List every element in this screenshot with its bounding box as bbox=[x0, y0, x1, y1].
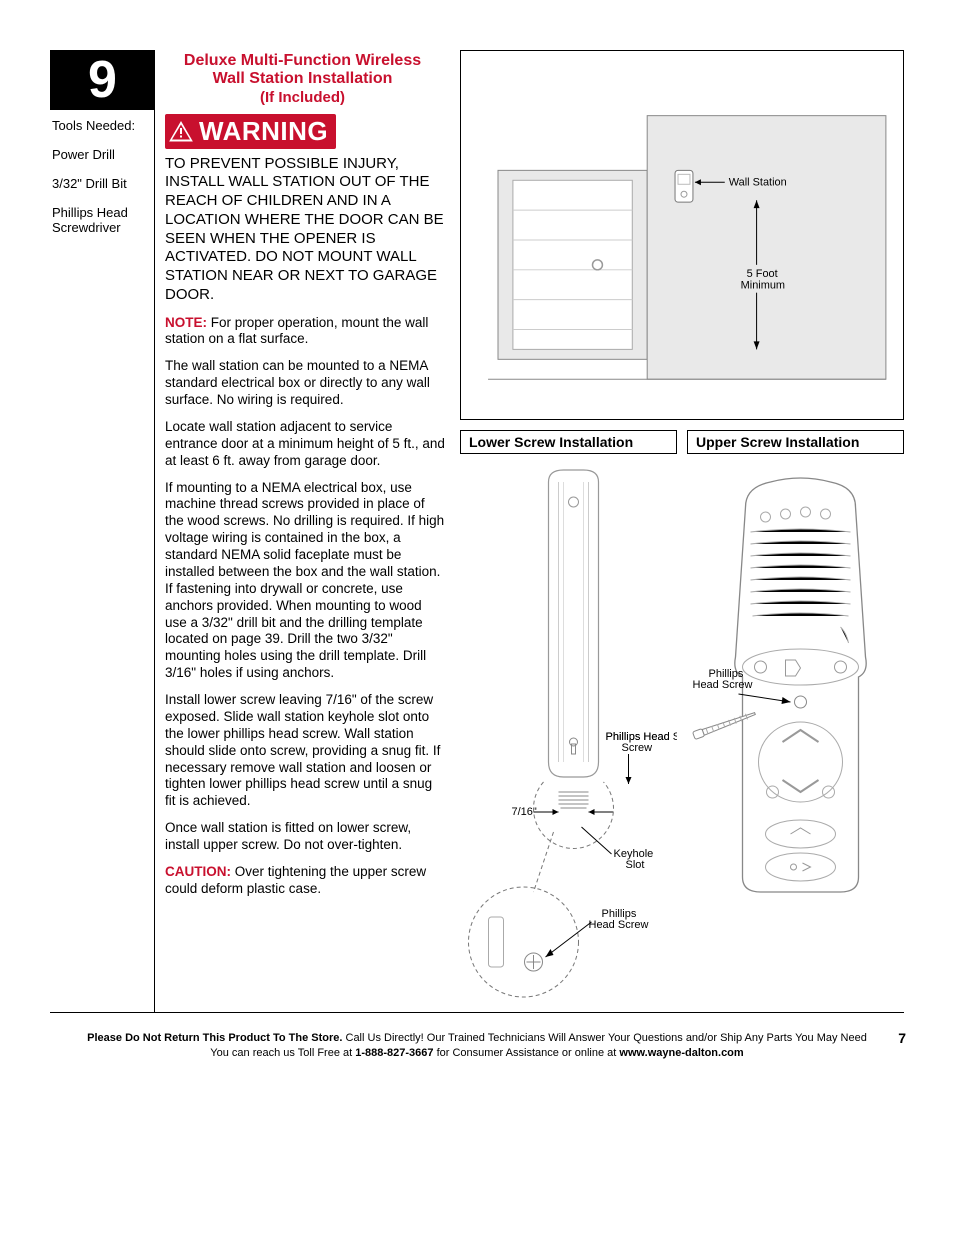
paragraph: Locate wall station adjacent to service … bbox=[165, 419, 446, 470]
footer-phone: 1-888-827-3667 bbox=[355, 1047, 433, 1059]
tool-item: Power Drill bbox=[52, 147, 148, 162]
callout-5ft: 5 Foot bbox=[747, 268, 778, 280]
instructions-column: WARNING TO PREVENT POSSIBLE INJURY, INST… bbox=[155, 110, 450, 1012]
caution-label: CAUTION: bbox=[165, 864, 231, 879]
warning-triangle-icon bbox=[169, 121, 193, 142]
figure-upper-column: Upper Screw Installation bbox=[687, 430, 904, 1012]
warning-banner: WARNING bbox=[165, 114, 336, 149]
paragraph: The wall station can be mounted to a NEM… bbox=[165, 358, 446, 409]
caution-paragraph: CAUTION: Over tightening the upper screw… bbox=[165, 864, 446, 898]
left-column: 9 Deluxe Multi-Function Wireless Wall St… bbox=[50, 50, 450, 1012]
svg-text:KeyholeSlot: KeyholeSlot bbox=[614, 848, 654, 871]
callout-phillips-upper: Phillips Head Screw bbox=[693, 668, 753, 691]
figure-garage: Wall Station 5 Foot Minimum bbox=[460, 50, 904, 420]
footer-bold: Please Do Not Return This Product To The… bbox=[87, 1032, 342, 1044]
content-row: 9 Deluxe Multi-Function Wireless Wall St… bbox=[50, 50, 904, 1013]
footer-rest: Call Us Directly! Our Trained Technician… bbox=[342, 1032, 866, 1044]
section-title: Deluxe Multi-Function Wireless Wall Stat… bbox=[155, 50, 450, 110]
title-line1: Deluxe Multi-Function Wireless bbox=[159, 52, 446, 70]
paragraph: Install lower screw leaving 7/16" of the… bbox=[165, 692, 446, 810]
figure-bottom-row: Lower Screw Installation bbox=[460, 430, 904, 1012]
callout-minimum: Minimum bbox=[741, 280, 785, 292]
footer-url: www.wayne-dalton.com bbox=[619, 1047, 743, 1059]
figure-upper-label: Upper Screw Installation bbox=[687, 430, 904, 454]
body-row: Tools Needed: Power Drill 3/32" Drill Bi… bbox=[50, 110, 450, 1012]
paragraph: If mounting to a NEMA electrical box, us… bbox=[165, 480, 446, 683]
note-label: NOTE: bbox=[165, 315, 207, 330]
callout-wall-station: Wall Station bbox=[729, 176, 787, 188]
figure-lower-column: Lower Screw Installation bbox=[460, 430, 677, 1012]
tools-heading: Tools Needed: bbox=[52, 118, 148, 133]
figure-upper-body: Phillips Head Screw bbox=[687, 462, 904, 1012]
svg-text:PhillipsHead Screw: PhillipsHead Screw bbox=[589, 908, 649, 931]
page-footer: 7 Please Do Not Return This Product To T… bbox=[50, 1031, 904, 1061]
page-number: 7 bbox=[898, 1029, 906, 1048]
title-line2: Wall Station Installation bbox=[159, 70, 446, 88]
warning-text: TO PREVENT POSSIBLE INJURY, INSTALL WALL… bbox=[165, 155, 446, 305]
figure-lower-body: 7/16" Phillips Head Screw Phillips HeadS… bbox=[460, 462, 677, 1012]
header-row: 9 Deluxe Multi-Function Wireless Wall St… bbox=[50, 50, 450, 110]
warning-word: WARNING bbox=[199, 115, 328, 148]
note-paragraph: NOTE: For proper operation, mount the wa… bbox=[165, 315, 446, 349]
paragraph: Once wall station is fitted on lower scr… bbox=[165, 820, 446, 854]
svg-text:Phillips HeadScrew: Phillips HeadScrew bbox=[606, 731, 670, 754]
footer-line2b: for Consumer Assistance or online at bbox=[434, 1047, 620, 1059]
tool-item: 3/32" Drill Bit bbox=[52, 176, 148, 191]
step-number-badge: 9 bbox=[50, 50, 155, 110]
right-column: Wall Station 5 Foot Minimum Lower Screw … bbox=[450, 50, 904, 1012]
figure-lower-label: Lower Screw Installation bbox=[460, 430, 677, 454]
page: 9 Deluxe Multi-Function Wireless Wall St… bbox=[0, 0, 954, 1081]
footer-line2a: You can reach us Toll Free at bbox=[210, 1047, 355, 1059]
tool-item: Phillips Head Screwdriver bbox=[52, 205, 148, 235]
title-line3: (If Included) bbox=[159, 89, 446, 106]
tools-column: Tools Needed: Power Drill 3/32" Drill Bi… bbox=[50, 110, 155, 1012]
